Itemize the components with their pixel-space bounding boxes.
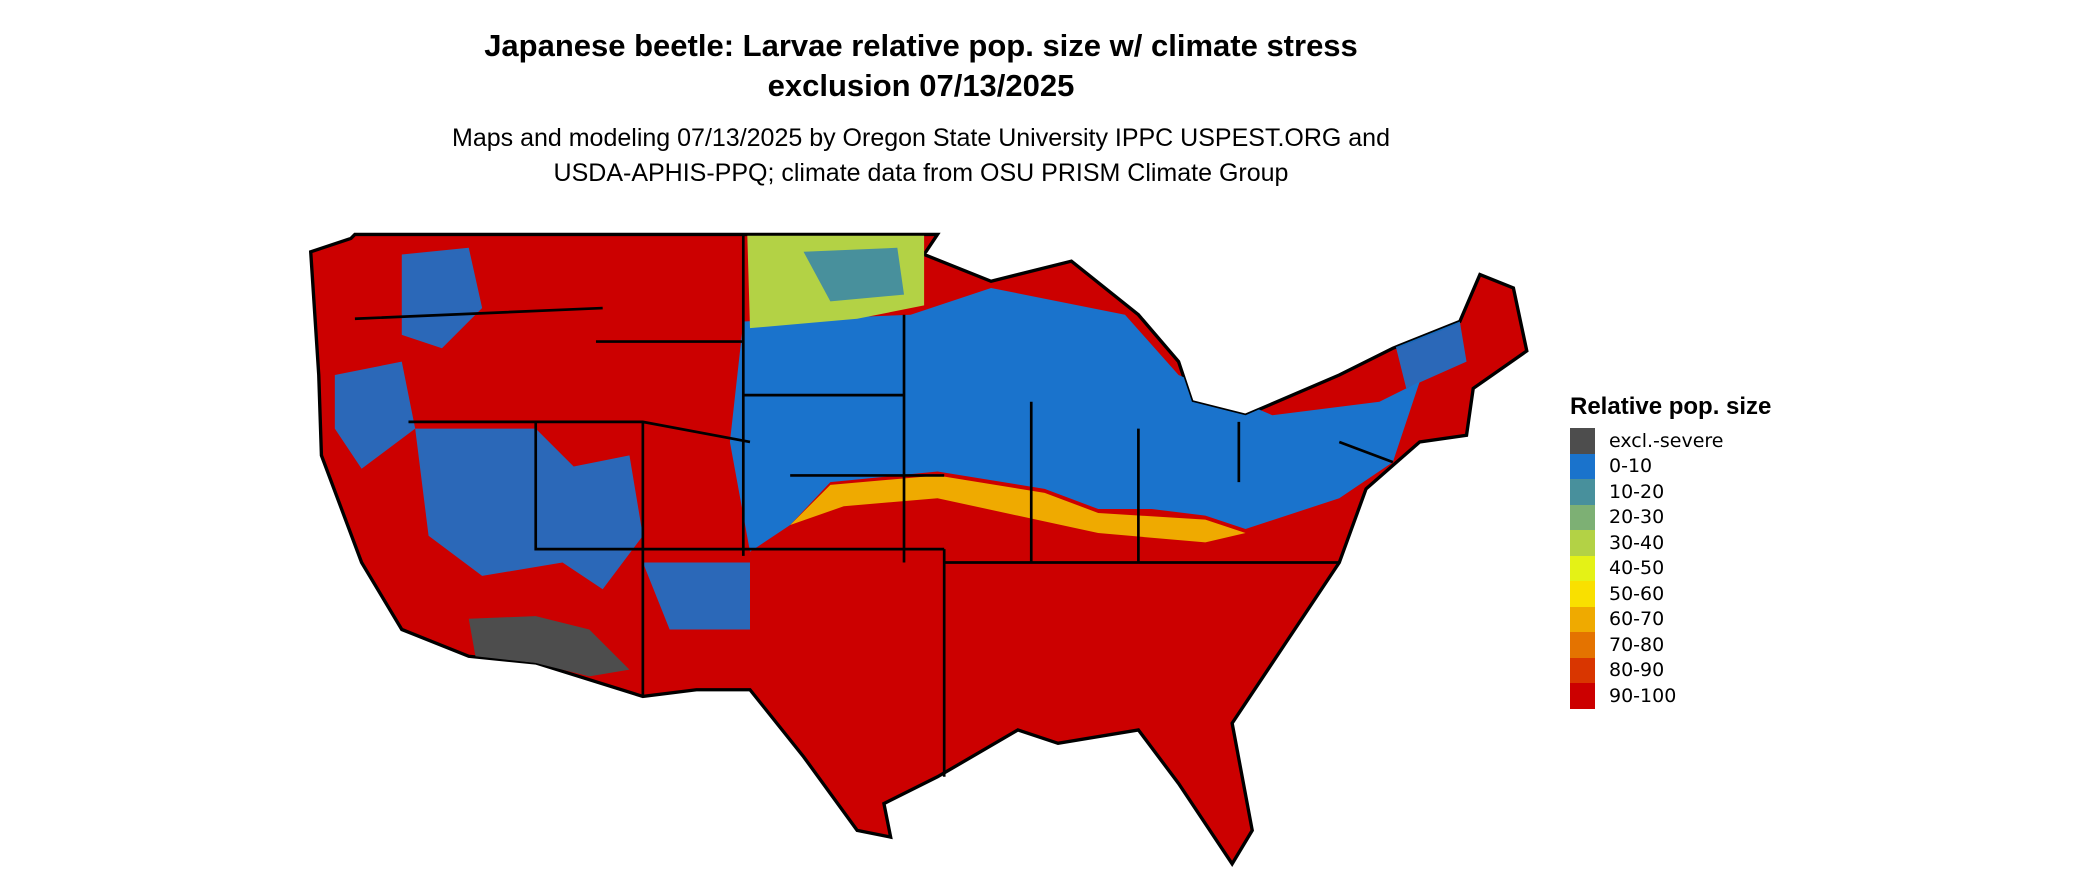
legend-swatch — [1570, 504, 1595, 530]
legend-swatch — [1570, 581, 1595, 607]
legend-item: 10-20 — [1570, 479, 1771, 505]
legend-item: 0-10 — [1570, 453, 1771, 479]
legend-label: 0-10 — [1609, 455, 1653, 478]
legend-swatch — [1570, 632, 1595, 658]
map-subtitle-line2: USDA-APHIS-PPQ; climate data from OSU PR… — [553, 159, 1289, 187]
legend-swatch — [1570, 683, 1595, 709]
legend-label: 50-60 — [1609, 582, 1665, 605]
legend-swatch — [1570, 657, 1595, 683]
legend-label: 70-80 — [1609, 633, 1665, 656]
legend-swatch — [1570, 555, 1595, 581]
legend-title: Relative pop. size — [1570, 393, 1772, 420]
region-10-20-north-dakota — [803, 247, 905, 302]
legend-item: 30-40 — [1570, 530, 1771, 556]
legend-swatch — [1570, 479, 1595, 505]
legend-label: excl.-severe — [1609, 429, 1724, 452]
legend-label: 10-20 — [1609, 480, 1665, 503]
state-boundaries — [354, 235, 1394, 777]
legend-label: 80-90 — [1609, 659, 1665, 682]
region-excl-severe-southwest — [468, 616, 630, 677]
map-title-line2: exclusion 07/13/2025 — [767, 68, 1075, 103]
legend-swatch — [1570, 453, 1595, 479]
legend-item: 20-30 — [1570, 504, 1771, 530]
legend-swatch — [1570, 606, 1595, 632]
legend-label: 20-30 — [1609, 506, 1665, 529]
legend-item: 90-100 — [1570, 683, 1771, 709]
map-subtitle-line1: Maps and modeling 07/13/2025 by Oregon S… — [452, 124, 1390, 152]
legend-item: 40-50 — [1570, 555, 1771, 581]
legend-item: 70-80 — [1570, 632, 1771, 658]
legend-item: 80-90 — [1570, 657, 1771, 683]
legend-label: 90-100 — [1609, 684, 1677, 707]
legend-item: 50-60 — [1570, 581, 1771, 607]
legend-label: 60-70 — [1609, 608, 1665, 631]
legend-label: 40-50 — [1609, 557, 1665, 580]
region-0-10-west — [334, 247, 1467, 630]
legend-swatch — [1570, 428, 1595, 454]
map-title-line1: Japanese beetle: Larvae relative pop. si… — [484, 28, 1358, 63]
legend-item: excl.-severe — [1570, 428, 1771, 454]
legend-label: 30-40 — [1609, 531, 1665, 554]
legend-swatch — [1570, 530, 1595, 556]
legend-item: 60-70 — [1570, 606, 1771, 632]
legend: Relative pop. size excl.-severe 0-10 10-20… — [1570, 392, 1771, 709]
region-0-10-north — [729, 287, 1420, 552]
